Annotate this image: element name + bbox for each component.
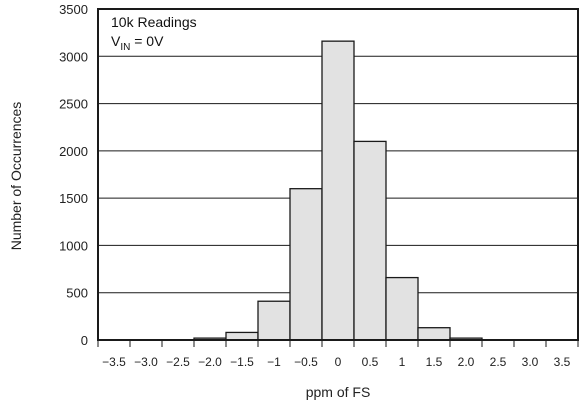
x-tick-label: 0 xyxy=(335,355,342,369)
x-axis-ticks: −3.5 −3.0 −2.5 −2.0 −1.5 −1 −0.5 0 0.5 1 1.5 2.0 2.5… xyxy=(97,340,579,369)
x-tick-label: −1 xyxy=(267,355,281,369)
x-tick-label: 1.5 xyxy=(426,355,443,369)
plot-frame xyxy=(97,8,579,341)
histogram-bar xyxy=(417,327,451,341)
x-tick-label: −2.0 xyxy=(198,355,222,369)
y-axis-title: Number of Occurrences xyxy=(8,102,24,251)
y-tick-label: 2500 xyxy=(59,97,88,112)
histogram-bar xyxy=(353,140,387,341)
x-tick-label: −3.5 xyxy=(102,355,126,369)
y-tick-label: 500 xyxy=(66,286,88,301)
x-tick-label: 2.0 xyxy=(458,355,475,369)
histogram-bars xyxy=(98,40,578,341)
x-tick-label: 3.0 xyxy=(522,355,539,369)
y-tick-label: 1000 xyxy=(59,238,88,253)
y-tick-label: 1500 xyxy=(59,191,88,206)
x-tick-label: −2.5 xyxy=(166,355,190,369)
histogram-bar xyxy=(257,300,291,341)
histogram-bar xyxy=(321,40,355,341)
x-tick-label: 2.5 xyxy=(490,355,507,369)
annotation-vin: VIN = 0V xyxy=(111,33,164,53)
x-tick-label: 3.5 xyxy=(554,355,571,369)
y-axis-ticks: 0 500 1000 1500 2000 2500 3000 3500 xyxy=(59,2,88,348)
annotation-readings: 10k Readings xyxy=(111,14,197,30)
x-tick-label: −0.5 xyxy=(294,355,318,369)
x-tick-label: −1.5 xyxy=(230,355,254,369)
x-tick-label: 0.5 xyxy=(362,355,379,369)
x-tick-label: 1 xyxy=(399,355,406,369)
y-tick-label: 0 xyxy=(81,333,88,348)
x-tick-label: −3.0 xyxy=(134,355,158,369)
y-tick-label: 3500 xyxy=(59,2,88,17)
histogram-bar xyxy=(225,331,259,341)
histogram-bar xyxy=(289,188,323,341)
x-axis-title: ppm of FS xyxy=(306,384,371,400)
y-tick-label: 2000 xyxy=(59,144,88,159)
histogram-bar xyxy=(385,276,419,341)
y-tick-label: 3000 xyxy=(59,49,88,64)
